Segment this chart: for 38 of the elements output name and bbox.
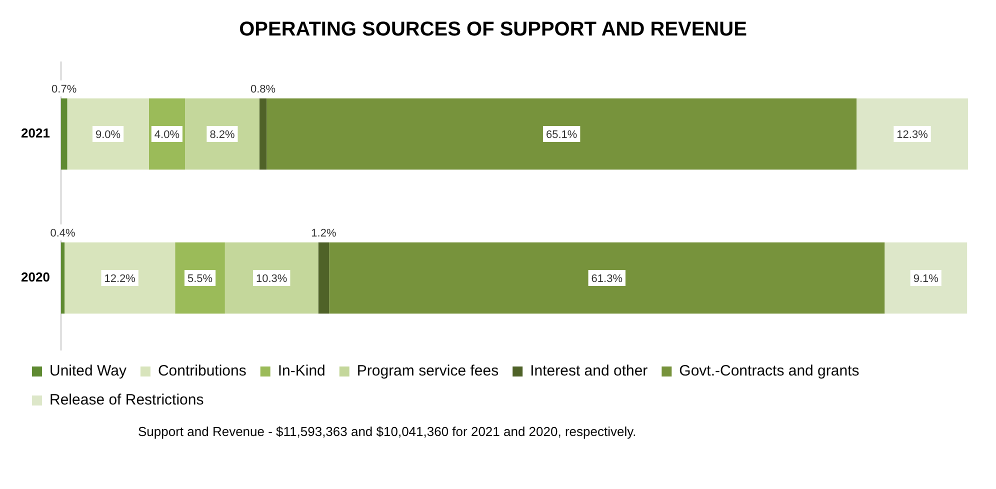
bar — [224, 242, 318, 314]
data-label: 0.4% — [50, 227, 76, 240]
bar — [329, 242, 885, 314]
data-label: 0.8% — [250, 83, 276, 96]
y-tick-label: 2021 — [21, 126, 50, 141]
legend-label: United Way — [50, 362, 127, 380]
bar — [318, 242, 330, 314]
data-label: 9.0% — [96, 129, 121, 142]
data-label: 10.3% — [256, 273, 288, 286]
legend-label: Contributions — [158, 362, 246, 380]
data-label: 8.2% — [210, 129, 235, 142]
legend-label: In-Kind — [278, 362, 326, 380]
data-label: 5.5% — [187, 273, 213, 286]
legend-label: Interest and other — [530, 362, 648, 380]
y-tick-label: 2020 — [21, 270, 50, 285]
data-label: 9.1% — [913, 273, 939, 286]
bar — [185, 98, 260, 170]
data-label: 12.3% — [896, 129, 928, 142]
data-label: 0.7% — [52, 83, 77, 96]
data-label: 65.1% — [546, 129, 578, 142]
text: Support and Revenue - $11,593,363 and $10,041,360 for 2021 and 2020, respectively. — [138, 424, 638, 439]
data-label: 4.0% — [154, 129, 180, 142]
bar — [64, 242, 176, 314]
bar — [884, 242, 968, 314]
bar — [67, 98, 149, 170]
data-label: 1.2% — [311, 227, 336, 240]
chart-title: OPERATING SOURCES OF SUPPORT AND REVENUE — [239, 18, 747, 41]
bar — [175, 242, 225, 314]
legend-label: Release of Restrictions — [50, 392, 204, 409]
data-label: 12.2% — [104, 273, 136, 286]
bar — [60, 242, 65, 314]
bar — [259, 98, 267, 170]
legend-label: Govt.-Contracts and grants — [679, 362, 860, 380]
legend-label: Program service fees — [356, 362, 499, 380]
bar — [60, 98, 68, 170]
data-label: 61.3% — [591, 273, 623, 286]
bar — [856, 98, 968, 170]
bar — [266, 98, 857, 170]
